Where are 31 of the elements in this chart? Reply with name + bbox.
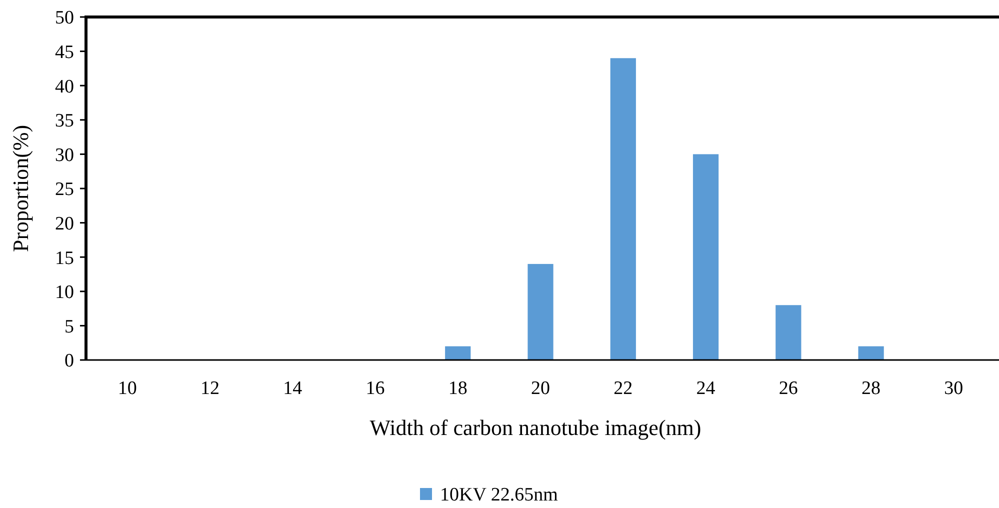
y-tick-label: 35	[55, 110, 74, 132]
y-axis-title: Proportion(%)	[8, 124, 33, 252]
x-tick-label: 26	[778, 378, 798, 399]
x-tick-label: 22	[614, 378, 633, 399]
y-tick-label: 20	[55, 213, 74, 234]
x-tick-label: 28	[862, 378, 881, 399]
x-tick-label: 20	[531, 378, 550, 399]
bar	[445, 346, 471, 360]
bar	[692, 154, 719, 360]
x-tick-label: 10	[118, 378, 137, 399]
bar	[528, 264, 554, 360]
legend-label: 10KV 22.65nm	[440, 484, 558, 506]
bar	[776, 305, 802, 360]
y-tick-label: 50	[55, 8, 74, 29]
y-tick-label: 40	[55, 76, 74, 98]
y-tick-label: 25	[55, 179, 74, 200]
bar	[610, 58, 636, 360]
y-tick-label: 0	[64, 350, 74, 372]
y-tick-label: 30	[55, 144, 74, 166]
x-tick-label: 12	[200, 378, 220, 399]
x-tick-label: 24	[696, 378, 716, 399]
bar	[858, 346, 884, 360]
x-tick-label: 30	[944, 378, 964, 399]
x-tick-label: 18	[448, 378, 468, 399]
y-tick-label: 5	[64, 316, 74, 338]
y-tick-label: 10	[55, 282, 74, 304]
y-tick-label: 45	[55, 42, 74, 63]
y-tick-label: 15	[55, 248, 74, 269]
x-tick-label: 14	[283, 378, 303, 399]
x-axis-title: Width of carbon nanotube image(nm)	[370, 415, 702, 440]
x-tick-label: 16	[366, 378, 385, 399]
